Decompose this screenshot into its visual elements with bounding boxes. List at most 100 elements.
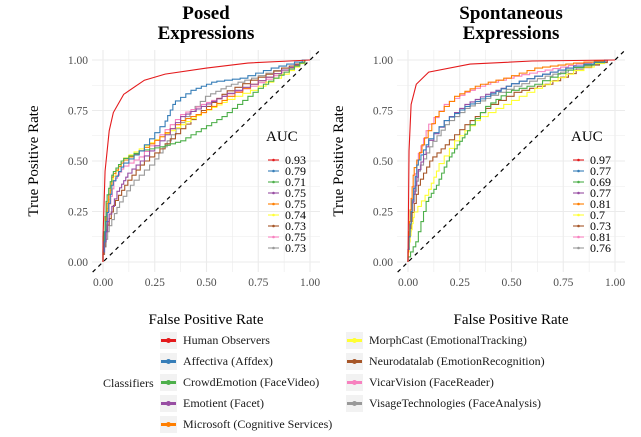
auc-value: 0.93	[285, 153, 306, 167]
legend-title: Classifiers	[103, 376, 154, 390]
auc-key-dot	[577, 191, 580, 195]
auc-value: 0.81	[590, 197, 611, 211]
auc-key-dot	[577, 158, 580, 162]
auc-value: 0.69	[590, 175, 611, 189]
auc-key-dot	[272, 180, 275, 184]
legend-item: Affectiva (Affdex)	[160, 351, 332, 372]
auc-key-dot	[272, 202, 275, 206]
auc-value: 0.7	[590, 208, 605, 222]
roc-curve-human	[102, 59, 311, 262]
auc-legend-title: AUC	[571, 129, 603, 145]
x-tick-label: 1.00	[605, 277, 625, 289]
roc-curve-affectiva	[407, 59, 615, 262]
legend-item: VicarVision (FaceReader)	[346, 372, 545, 393]
chance-diagonal-line	[397, 49, 626, 273]
legend-label: CrowdEmotion (FaceVideo)	[183, 375, 320, 389]
roc-curve-vicarvision	[407, 59, 615, 262]
legend-key-icon	[160, 332, 177, 349]
auc-legend-title: AUC	[266, 129, 298, 145]
legend-label: Affectiva (Affdex)	[183, 354, 273, 368]
auc-value: 0.75	[285, 197, 306, 211]
legend-label: Neurodatalab (EmotionRecognition)	[369, 354, 545, 368]
auc-value: 0.76	[590, 241, 611, 255]
roc-curve-crowdemotion	[102, 59, 310, 262]
auc-key-dot	[577, 180, 580, 184]
roc-curve-neurodatalab	[102, 59, 310, 262]
auc-value: 0.79	[285, 164, 306, 178]
legend-label: Emotient (Facet)	[183, 396, 264, 410]
y-axis-label: True Positive Rate	[26, 105, 42, 216]
x-tick-label: 0.00	[398, 277, 418, 289]
legend-key-icon	[346, 353, 363, 370]
chart-title: Posed Expressions	[158, 3, 255, 44]
auc-value: 0.73	[285, 219, 306, 233]
roc-curve-affectiva	[102, 59, 310, 262]
legend-key-icon	[160, 416, 177, 433]
legend-label: VisageTechnologies (FaceAnalysis)	[369, 396, 542, 410]
y-tick-label: 0.25	[373, 207, 393, 219]
gridlines	[397, 50, 625, 272]
auc-value: 0.75	[285, 230, 306, 244]
x-axis-label: False Positive Rate	[454, 312, 569, 328]
legend-key-icon	[160, 374, 177, 391]
x-tick-label: 0.50	[196, 277, 216, 289]
x-tick-label: 0.50	[501, 277, 521, 289]
roc-curve-human	[407, 59, 616, 263]
y-axis-label: True Positive Rate	[331, 105, 347, 216]
legend-column-2: MorphCast (EmotionalTracking) Neurodatala…	[346, 330, 545, 414]
legend-key-icon	[346, 332, 363, 349]
auc-key-dot	[577, 213, 580, 217]
roc-curves	[407, 59, 616, 263]
x-tick-label: 0.75	[248, 277, 268, 289]
legend-label: Human Observers	[183, 333, 270, 347]
auc-key-dot	[272, 224, 275, 228]
auc-value: 0.73	[590, 219, 611, 233]
auc-key-dot	[577, 169, 580, 173]
chart-title: Spontaneous Expressions	[459, 3, 563, 44]
legend-label: VicarVision (FaceReader)	[369, 375, 494, 389]
roc-curve-microsoft	[407, 59, 615, 262]
auc-key-dot	[272, 169, 275, 173]
x-tick-label: 0.25	[450, 277, 470, 289]
legend-item: Microsoft (Cognitive Services)	[160, 414, 332, 435]
roc-curve-emotient	[102, 59, 310, 262]
auc-value: 0.97	[590, 153, 611, 167]
y-tick-label: 0.75	[68, 106, 88, 118]
y-tick-label: 0.00	[373, 257, 393, 269]
auc-key-dot	[272, 158, 275, 162]
legend-column-1: Human Observers Affectiva (Affdex) CrowdEm…	[160, 330, 332, 435]
y-tick-label: 0.25	[68, 207, 88, 219]
auc-value: 0.77	[590, 164, 611, 178]
auc-key-dot	[272, 246, 275, 250]
y-tick-label: 0.00	[68, 257, 88, 269]
legend-item: Neurodatalab (EmotionRecognition)	[346, 351, 545, 372]
y-tick-label: 0.75	[373, 106, 393, 118]
y-tick-label: 1.00	[373, 55, 393, 67]
legend-item: Human Observers	[160, 330, 332, 351]
auc-key-dot	[272, 213, 275, 217]
legend-label: MorphCast (EmotionalTracking)	[369, 333, 527, 347]
legend-item: Emotient (Facet)	[160, 393, 332, 414]
legend-key-icon	[160, 353, 177, 370]
x-axis-label: False Positive Rate	[149, 312, 264, 328]
auc-key-dot	[272, 235, 275, 239]
legend-key-icon	[160, 395, 177, 412]
legend-key-icon	[346, 395, 363, 412]
y-tick-label: 1.00	[68, 55, 88, 67]
auc-key-dot	[577, 235, 580, 239]
auc-value: 0.81	[590, 230, 611, 244]
x-tick-label: 0.25	[145, 277, 165, 289]
roc-panel-2: 0.00 0.25 0.50 0.75 1.00 0.00 0.25 0.50 0.75 1.00…	[331, 3, 626, 328]
legend-item: MorphCast (EmotionalTracking)	[346, 330, 545, 351]
auc-key-dot	[577, 202, 580, 206]
y-tick-label: 0.50	[373, 156, 393, 168]
auc-value: 0.77	[590, 186, 611, 200]
legend-item: CrowdEmotion (FaceVideo)	[160, 372, 332, 393]
y-tick-label: 0.50	[68, 156, 88, 168]
auc-value: 0.73	[285, 241, 306, 255]
roc-curve-crowdemotion	[407, 59, 615, 262]
auc-key-dot	[577, 246, 580, 250]
